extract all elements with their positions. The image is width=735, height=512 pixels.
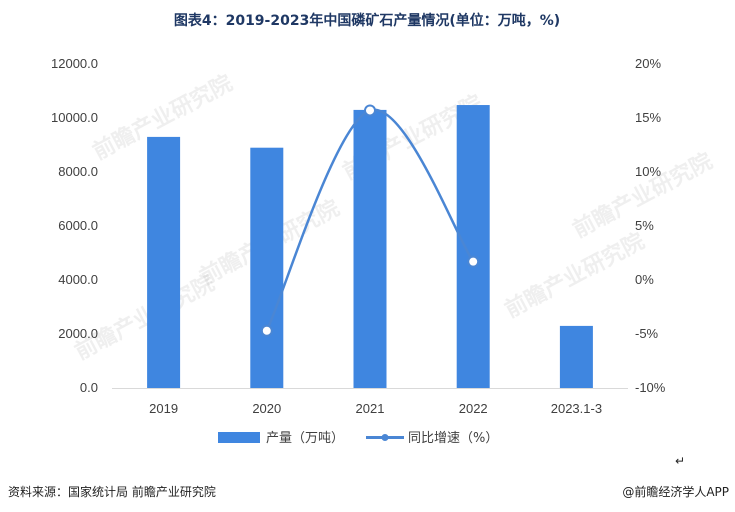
corner-mark: ↵ <box>675 454 685 468</box>
y-left-tick-label: 0.0 <box>80 380 98 395</box>
y-right-tick-label: 20% <box>635 56 661 71</box>
y-right-tick-label: 5% <box>635 218 654 233</box>
y-left-tick-label: 10000.0 <box>51 110 98 125</box>
line-series <box>260 104 480 337</box>
x-tick-label: 2019 <box>149 401 178 416</box>
y-axis-right: -10% -5% 0% 5% 10% 15% 20% <box>635 56 666 395</box>
growth-point <box>260 324 273 337</box>
brand-label: @前瞻经济学人APP <box>622 484 729 499</box>
y-right-tick-label: 15% <box>635 110 661 125</box>
legend-bar-label: 产量（万吨） <box>266 431 344 446</box>
legend-line-marker <box>381 434 389 441</box>
watermark-text: 前瞻产业研究院 <box>501 228 649 323</box>
chart-title: 图表4：2019-2023年中国磷矿石产量情况(单位：万吨，%) <box>174 12 560 29</box>
source-note: 资料来源：国家统计局 前瞻产业研究院 <box>8 484 216 499</box>
y-left-tick-label: 12000.0 <box>51 56 98 71</box>
legend: 产量（万吨） 同比增速（%） <box>218 431 498 446</box>
x-tick-label: 2023.1-3 <box>551 401 602 416</box>
y-left-tick-label: 2000.0 <box>58 326 98 341</box>
y-right-tick-label: -5% <box>635 326 659 341</box>
y-right-tick-label: 10% <box>635 164 661 179</box>
bar <box>250 147 284 388</box>
growth-point <box>467 255 480 268</box>
x-tick-label: 2021 <box>356 401 385 416</box>
y-left-tick-label: 4000.0 <box>58 272 98 287</box>
x-tick-label: 2020 <box>252 401 281 416</box>
bar <box>456 105 490 388</box>
bar <box>147 136 181 388</box>
x-tick-label: 2022 <box>459 401 488 416</box>
legend-bar-swatch <box>218 432 260 443</box>
y-left-tick-label: 6000.0 <box>58 218 98 233</box>
bar <box>353 109 387 389</box>
x-axis: 2019 2020 2021 2022 2023.1-3 <box>149 401 602 416</box>
bar <box>559 325 593 388</box>
y-left-tick-label: 8000.0 <box>58 164 98 179</box>
y-axis-left: 0.0 2000.0 4000.0 6000.0 8000.0 10000.0 12000.… <box>51 56 98 395</box>
legend-line-label: 同比增速（%） <box>408 431 498 446</box>
y-right-tick-label: -10% <box>635 380 666 395</box>
growth-point <box>364 104 376 117</box>
y-right-tick-label: 0% <box>635 272 654 287</box>
bar-series <box>147 105 593 389</box>
